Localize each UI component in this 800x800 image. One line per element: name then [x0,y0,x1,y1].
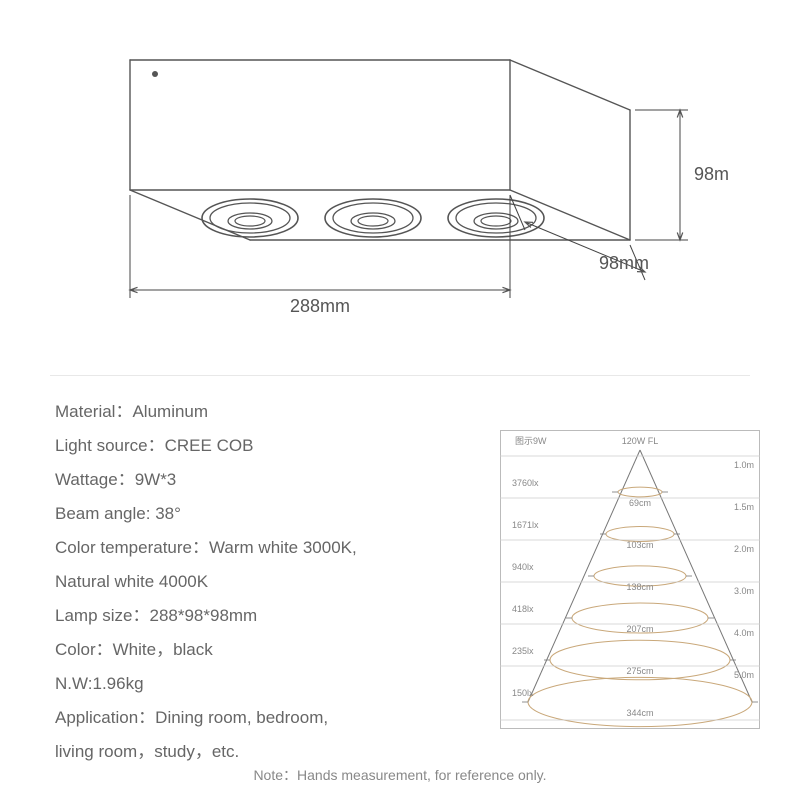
spec-label: Beam angle [55,504,146,523]
spec-label: Application [55,708,138,727]
spec-value: 288*98*98mm [149,606,257,625]
svg-text:940lx: 940lx [512,562,534,572]
svg-text:3.0m: 3.0m [734,586,754,596]
spec-row: Color temperature：Warm white 3000K, [55,531,475,565]
spec-label: Natural white 4000K [55,572,208,591]
svg-text:150lx: 150lx [512,688,534,698]
spec-row: Beam angle: 38° [55,497,475,531]
svg-text:418lx: 418lx [512,604,534,614]
svg-text:235lx: 235lx [512,646,534,656]
svg-text:98mm: 98mm [599,253,649,273]
spec-row: Material：Aluminum [55,395,475,429]
svg-text:1.0m: 1.0m [734,460,754,470]
spec-row: Application：Dining room, bedroom, [55,701,475,735]
spec-row: living room，study，etc. [55,735,475,769]
svg-text:1671lx: 1671lx [512,520,539,530]
spec-label: Lamp size [55,606,132,625]
svg-text:1.5m: 1.5m [734,502,754,512]
spec-value: 9W*3 [135,470,177,489]
spec-value: Warm white 3000K, [209,538,357,557]
svg-text:138cm: 138cm [626,582,653,592]
svg-text:3760lx: 3760lx [512,478,539,488]
svg-text:120W FL: 120W FL [622,436,659,446]
spec-value: Aluminum [132,402,208,421]
footnote: Note：Hands measurement, for reference on… [0,765,800,785]
beam-svg: 图示9W 120W FL 3760lx 1.0m 69cm 1671lx 1.5m 103cm… [500,430,760,730]
spec-row: N.W:1.96kg [55,667,475,701]
spec-label: Color temperature [55,538,192,557]
svg-text:288mm: 288mm [290,296,350,316]
spec-value: 1.96kg [92,674,143,693]
svg-text:图示9W: 图示9W [515,436,547,446]
svg-text:207cm: 207cm [626,624,653,634]
spec-row: Natural white 4000K [55,565,475,599]
svg-text:69cm: 69cm [629,498,651,508]
svg-text:103cm: 103cm [626,540,653,550]
svg-text:275cm: 275cm [626,666,653,676]
spec-row: Light source：CREE COB [55,429,475,463]
spec-label: living room，study，etc. [55,742,239,761]
spec-value: Dining room, bedroom, [155,708,328,727]
spec-row: Lamp size：288*98*98mm [55,599,475,633]
spec-label: Material [55,402,115,421]
svg-text:5.0m: 5.0m [734,670,754,680]
svg-text:344cm: 344cm [626,708,653,718]
spec-label: Wattage [55,470,118,489]
spec-value: CREE COB [165,436,254,455]
spec-label: Light source [55,436,148,455]
spec-row: Color：White，black [55,633,475,667]
svg-text:4.0m: 4.0m [734,628,754,638]
section-divider [50,375,750,376]
spec-value: White，black [113,640,213,659]
spec-row: Wattage：9W*3 [55,463,475,497]
spec-label: Color [55,640,96,659]
beam-spread-diagram: 图示9W 120W FL 3760lx 1.0m 69cm 1671lx 1.5m 103cm… [500,430,760,730]
spec-list: Material：Aluminum Light source：CREE COB … [55,395,475,769]
spec-value: 38° [155,504,181,523]
spec-label: N.W [55,674,88,693]
svg-text:98mm: 98mm [694,164,730,184]
product-line-drawing: 288mm 98mm 98mm [70,40,730,360]
lamp-svg: 288mm 98mm 98mm [70,40,730,360]
svg-text:2.0m: 2.0m [734,544,754,554]
